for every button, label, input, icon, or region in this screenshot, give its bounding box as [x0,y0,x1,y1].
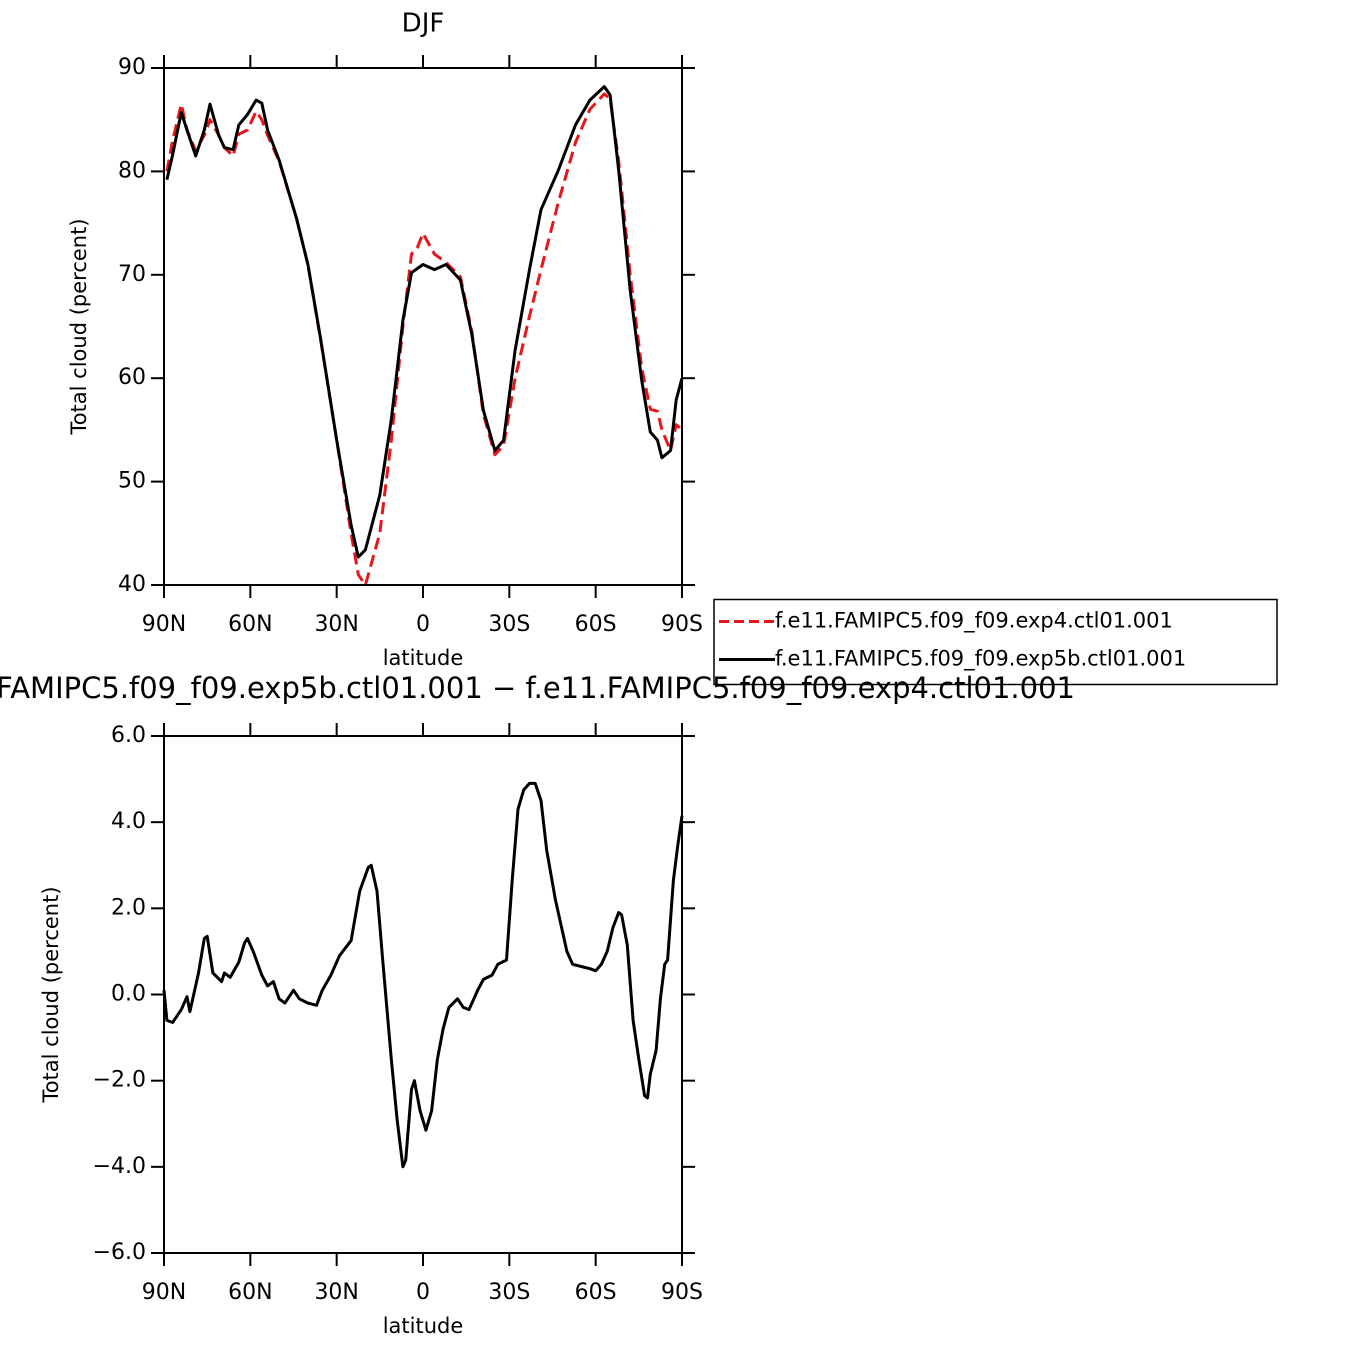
y-tick-label: −4.0 [93,1154,146,1179]
plot-frame [163,735,683,1254]
data-line [165,92,684,587]
y-tick-label: 70 [118,262,146,287]
y-tick-label: 40 [118,572,146,597]
y-tick-label: 60 [118,365,146,390]
x-tick-label: 30N [314,612,358,637]
x-tick-label: 0 [416,612,430,637]
x-tick-label: 60N [228,1280,272,1305]
legend-label: f.e11.FAMIPC5.f09_f09.exp4.ctl01.001 [775,609,1173,634]
legend-box [713,598,1278,686]
x-tick-label: 30S [488,1280,530,1305]
y-tick-label: −6.0 [93,1240,146,1265]
y-tick-label: 50 [118,469,146,494]
x-tick-label: 60S [575,612,617,637]
x-tick-label: 60N [228,612,272,637]
y-tick-label: 6.0 [111,723,146,748]
x-tick-label: 90S [661,612,703,637]
y-tick-label: 90 [118,55,146,80]
x-tick-label: 30N [314,1280,358,1305]
chart-title: DJF [402,9,445,39]
x-axis-label: latitude [383,646,464,670]
x-tick-label: 0 [416,1280,430,1305]
x-tick-label: 30S [488,612,530,637]
x-tick-label: 90N [142,612,186,637]
plot-frame [163,67,683,586]
y-tick-label: 80 [118,158,146,183]
data-line [162,781,684,1169]
x-tick-label: 90N [142,1280,186,1305]
x-tick-label: 90S [661,1280,703,1305]
y-axis-label: Total cloud (percent) [39,886,63,1103]
y-tick-label: 2.0 [111,895,146,920]
y-tick-label: −2.0 [93,1068,146,1093]
data-line [165,85,684,559]
y-tick-label: 4.0 [111,809,146,834]
x-axis-label: latitude [383,1314,464,1338]
chart-title: f.e11.FAMIPC5.f09_f09.exp5b.ctl01.001 − … [0,671,1075,705]
legend-label: f.e11.FAMIPC5.f09_f09.exp5b.ctl01.001 [775,647,1186,672]
y-tick-label: 0.0 [111,982,146,1007]
x-tick-label: 60S [575,1280,617,1305]
y-axis-label: Total cloud (percent) [67,218,91,435]
